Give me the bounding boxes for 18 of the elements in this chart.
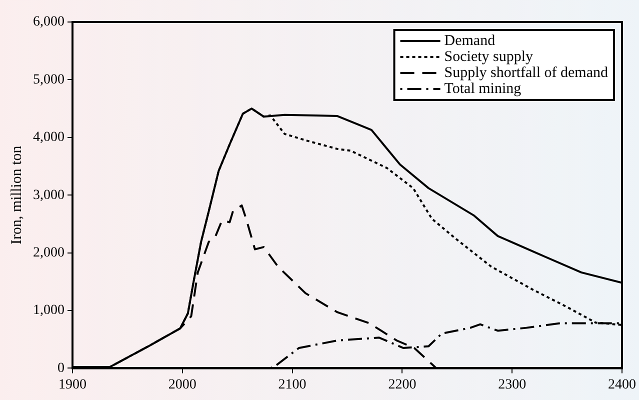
y-tick-label: 0 — [58, 360, 64, 376]
y-tick-label: 5,000 — [33, 72, 64, 88]
y-tick-label: 3,000 — [33, 188, 64, 203]
legend-label: Society supply — [444, 48, 534, 65]
x-tick-label: 1900 — [58, 377, 86, 392]
x-tick-label: 2400 — [608, 377, 636, 392]
legend-label: Demand — [444, 32, 496, 49]
y-tick-label: 1,000 — [33, 303, 64, 318]
y-tick-label: 6,000 — [33, 14, 64, 30]
y-tick-label: 2,000 — [33, 245, 64, 260]
legend-label: Total mining — [444, 80, 522, 97]
x-tick-label: 2000 — [168, 377, 196, 392]
legend-label: Supply shortfall of demand — [444, 64, 608, 81]
y-axis-title: Iron, million ton — [8, 145, 25, 244]
x-tick-label: 2100 — [278, 377, 306, 392]
x-tick-label: 2200 — [388, 377, 416, 392]
y-tick-label: 4,000 — [33, 130, 64, 146]
x-tick-label: 2300 — [498, 377, 526, 392]
